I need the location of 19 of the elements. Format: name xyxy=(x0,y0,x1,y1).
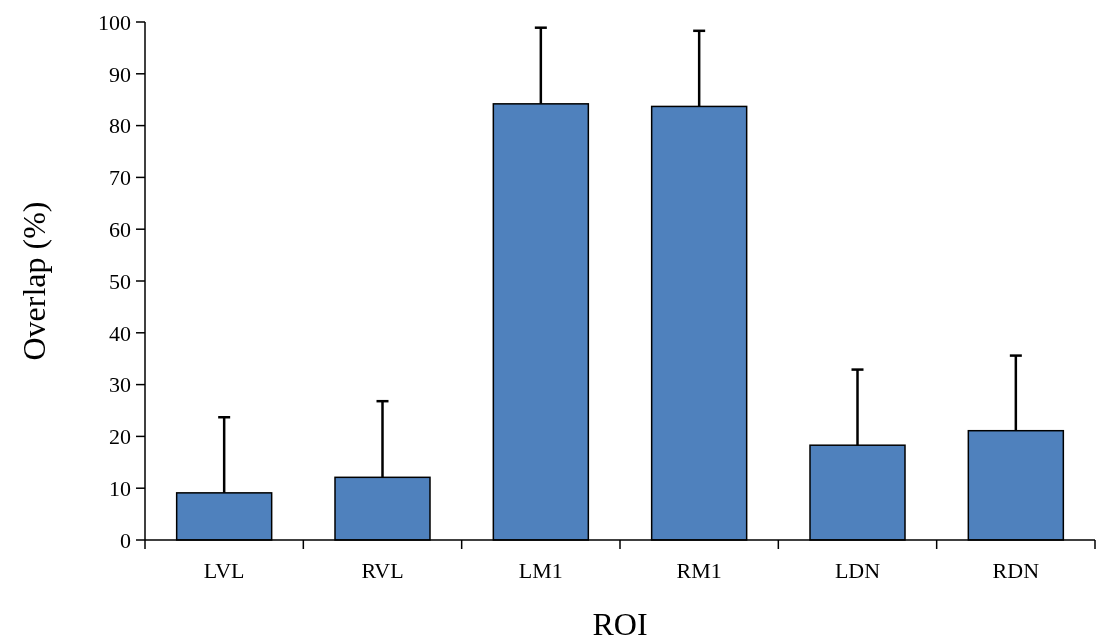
y-tick-label: 40 xyxy=(109,320,131,346)
x-tick-label: LDN xyxy=(834,558,881,583)
y-tick-label: 10 xyxy=(109,475,131,501)
y-tick-label: 0 xyxy=(120,527,131,553)
y-tick-label: 90 xyxy=(109,61,131,87)
x-tick-label: RDN xyxy=(992,558,1040,583)
y-tick-label: 60 xyxy=(109,216,131,242)
y-axis-title: Overlap (%) xyxy=(16,201,52,361)
y-tick-label: 30 xyxy=(109,372,131,398)
x-tick-label: RM1 xyxy=(676,558,722,583)
x-tick-label: LVL xyxy=(203,558,245,583)
y-tick-label: 50 xyxy=(109,268,131,294)
y-tick-label: 100 xyxy=(98,9,131,35)
y-tick-label: 80 xyxy=(109,113,131,139)
x-axis-title: ROI xyxy=(592,606,648,642)
x-tick-label: RVL xyxy=(361,558,404,583)
y-tick-label: 70 xyxy=(109,165,131,191)
x-tick-label: LM1 xyxy=(518,558,563,583)
y-tick-label: 20 xyxy=(109,424,131,450)
